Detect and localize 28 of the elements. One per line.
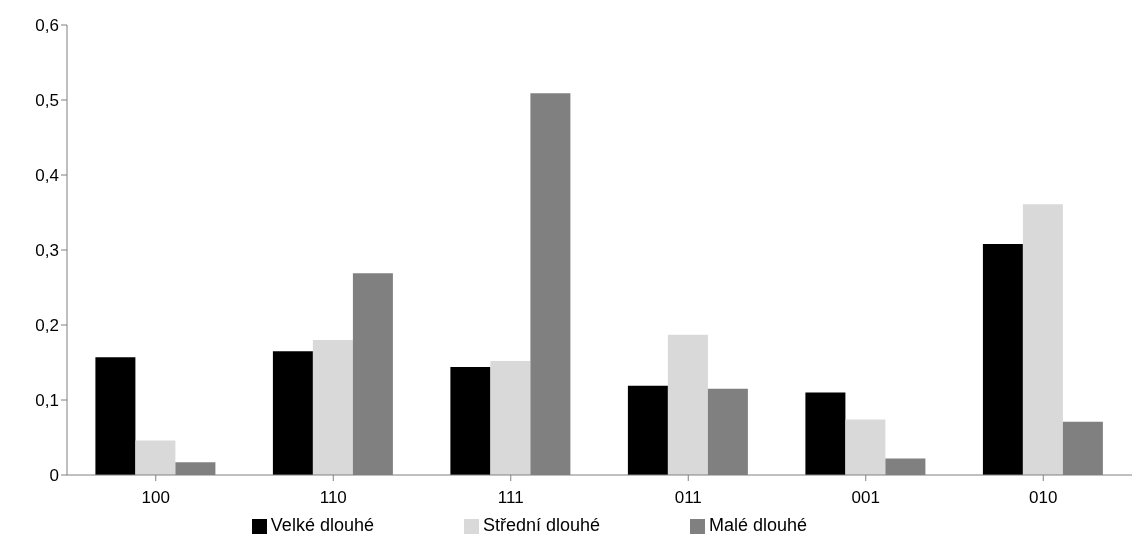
bar <box>95 357 136 475</box>
y-tick-label: 0,6 <box>35 16 59 36</box>
x-tick-label: 010 <box>1029 488 1058 508</box>
bar <box>845 419 886 475</box>
legend-label: Malé dlouhé <box>709 515 808 535</box>
bar <box>627 385 668 475</box>
bar <box>1022 204 1063 475</box>
y-tick-label: 0 <box>49 466 59 486</box>
bar <box>450 367 491 475</box>
x-tick-label: 111 <box>497 488 524 508</box>
bar <box>312 340 353 475</box>
y-tick-label: 0,4 <box>35 166 59 186</box>
x-tick-label: 001 <box>851 488 880 508</box>
bar <box>667 334 708 475</box>
y-tick-label: 0,2 <box>35 316 59 336</box>
y-tick-label: 0,5 <box>35 91 59 111</box>
y-tick-label: 0,1 <box>35 391 59 411</box>
legend-label: Velké dlouhé <box>270 515 374 535</box>
bar <box>490 361 531 475</box>
bar <box>135 440 176 475</box>
y-tick-label: 0,3 <box>35 241 59 261</box>
x-tick-label: 011 <box>674 488 702 508</box>
bar <box>982 244 1023 475</box>
x-tick-label: 100 <box>141 488 170 508</box>
bar <box>272 351 313 475</box>
legend-label: Střední dlouhé <box>482 515 601 535</box>
x-tick-label: 110 <box>319 488 347 508</box>
bar <box>805 392 846 475</box>
